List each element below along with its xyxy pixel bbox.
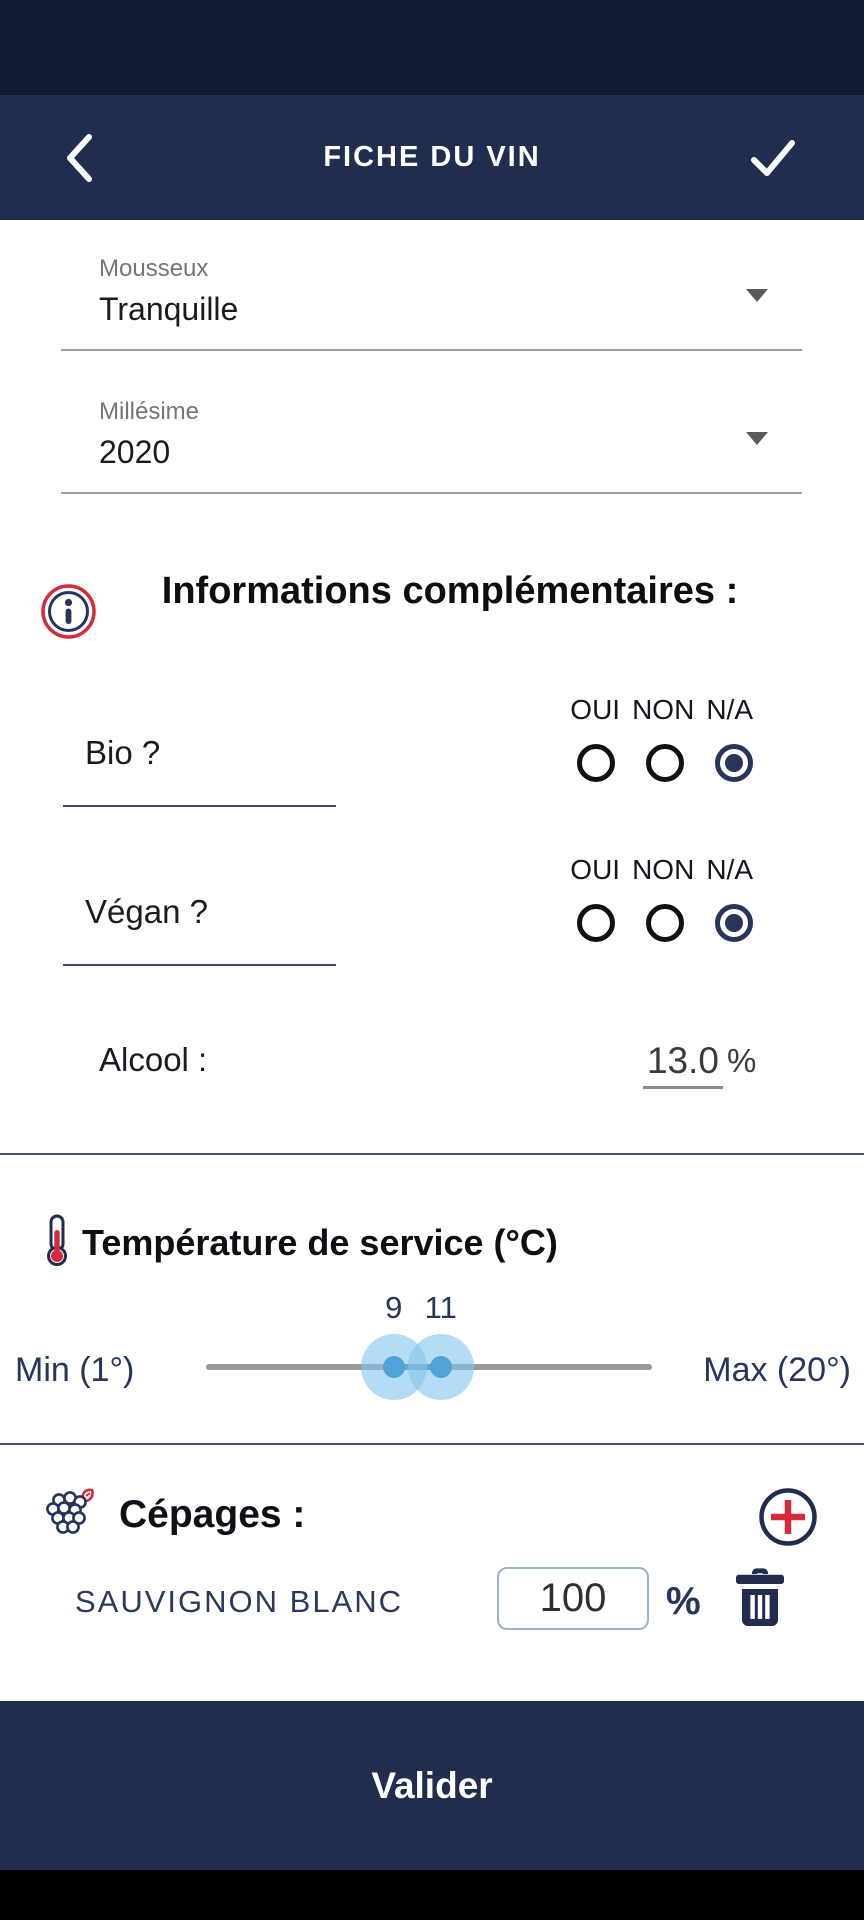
vegan-radio-na[interactable] <box>715 904 753 942</box>
info-section-heading: Informations complémentaires : <box>161 570 739 612</box>
option-na-label: N/A <box>706 694 753 725</box>
app-bar: FICHE DU VIN <box>0 95 864 220</box>
section-divider <box>0 1443 864 1445</box>
submit-label: Valider <box>371 1764 493 1806</box>
dropdown-caret-icon <box>746 289 768 302</box>
cepage-percent-sign: % <box>666 1580 701 1623</box>
alcool-value-field[interactable]: 13.0 <box>646 1040 719 1081</box>
status-bar <box>0 0 864 95</box>
trash-icon <box>731 1568 789 1631</box>
option-oui-label: OUI <box>570 694 621 725</box>
dropdown-caret-icon <box>746 432 768 445</box>
bio-underline <box>63 805 336 807</box>
plus-circle-icon <box>758 1488 818 1550</box>
temp-min-label: Min (1°) <box>15 1351 135 1389</box>
millesime-value: 2020 <box>99 434 171 470</box>
option-non-label: NON <box>632 854 695 885</box>
millesime-label: Millésime <box>99 398 200 425</box>
option-non-label: NON <box>632 694 695 725</box>
alcool-label: Alcool : <box>99 1041 208 1078</box>
mousseux-value: Tranquille <box>99 291 239 327</box>
page-title: FICHE DU VIN <box>323 141 541 173</box>
option-oui-label: OUI <box>570 854 621 885</box>
vegan-radio-non[interactable] <box>646 904 684 942</box>
check-icon <box>750 139 796 181</box>
millesime-select[interactable]: Millésime 2020 <box>61 376 802 494</box>
info-icon[interactable] <box>40 583 97 640</box>
back-button[interactable] <box>62 132 96 184</box>
vegan-underline <box>63 964 336 966</box>
vegan-label: Végan ? <box>85 893 208 930</box>
temp-high-value: 11 <box>424 1290 457 1325</box>
android-nav-bar <box>0 1870 864 1920</box>
cepage-percent-input[interactable] <box>497 1567 649 1630</box>
vegan-radio-group: OUI NON N/A <box>570 854 753 942</box>
option-na-label: N/A <box>706 854 753 885</box>
bio-label: Bio ? <box>85 734 161 771</box>
chevron-left-icon <box>62 133 96 187</box>
add-cepage-button[interactable] <box>758 1487 818 1547</box>
temp-max-label: Max (20°) <box>703 1351 851 1389</box>
bio-radio-group: OUI NON N/A <box>570 694 753 782</box>
vegan-radio-oui[interactable] <box>577 904 615 942</box>
delete-cepage-button[interactable] <box>731 1568 789 1628</box>
bio-radio-oui[interactable] <box>577 744 615 782</box>
section-divider <box>0 1153 864 1155</box>
grapes-icon <box>42 1487 100 1539</box>
cepage-name[interactable]: SAUVIGNON BLANC <box>75 1584 404 1619</box>
cepages-section-title: Cépages : <box>119 1493 306 1536</box>
confirm-button[interactable] <box>750 138 796 178</box>
temp-low-value: 9 <box>385 1290 403 1325</box>
submit-button[interactable]: Valider <box>0 1701 864 1870</box>
temperature-slider-thumb-high[interactable] <box>407 1334 474 1400</box>
alcool-unit: % <box>727 1042 757 1079</box>
bio-radio-non[interactable] <box>646 744 684 782</box>
alcool-underline <box>643 1086 723 1089</box>
mousseux-select[interactable]: Mousseux Tranquille <box>61 233 802 351</box>
thermometer-icon <box>44 1214 70 1266</box>
temperature-section-title: Température de service (°C) <box>82 1222 558 1263</box>
mousseux-label: Mousseux <box>99 255 209 282</box>
bio-radio-na[interactable] <box>715 744 753 782</box>
